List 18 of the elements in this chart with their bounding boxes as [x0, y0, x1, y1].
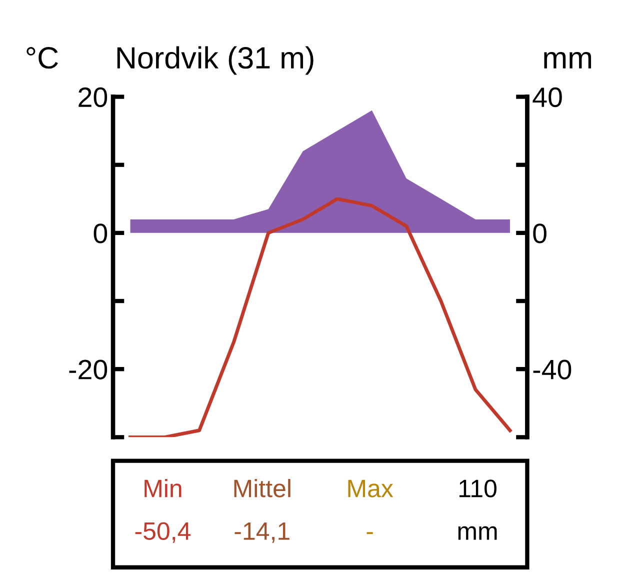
text: -50,4: [135, 522, 190, 543]
y2-tick-label: 0: [533, 224, 546, 244]
text: Max: [348, 480, 394, 498]
y-axis-title: °C: [26, 47, 58, 69]
y2-tick-label: 40: [532, 87, 562, 108]
text: mm: [458, 526, 497, 540]
y-tick-label: -20: [69, 360, 108, 380]
line-series: [128, 197, 512, 438]
chart-title: Nordvik (31 m): [117, 46, 314, 75]
y-tick-label: 20: [78, 87, 108, 108]
y-tick-label: 0: [94, 224, 108, 244]
y2-tick-label: -40: [533, 360, 572, 380]
y2-axis-title: mm: [544, 52, 592, 68]
text: Mittel: [234, 478, 290, 498]
text: -14,1: [234, 522, 290, 543]
text: -: [366, 532, 373, 534]
text: Min: [144, 478, 182, 498]
text: 110: [460, 480, 496, 498]
